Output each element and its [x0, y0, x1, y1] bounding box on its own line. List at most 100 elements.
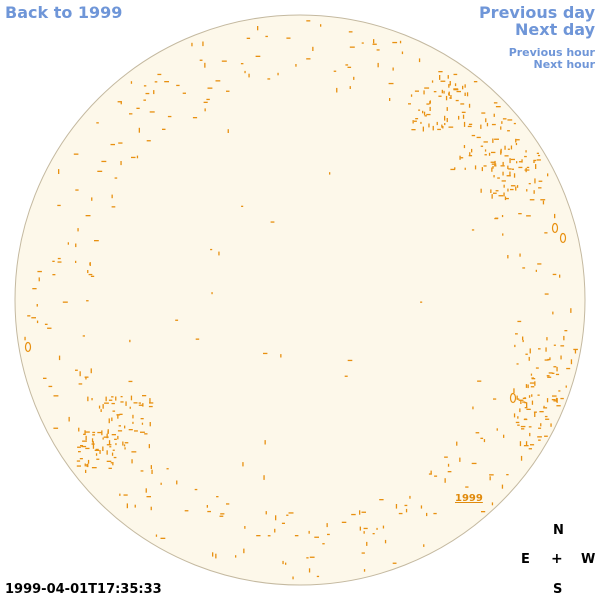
- feature-mark: [270, 221, 275, 223]
- feature-mark: [511, 168, 514, 170]
- feature-mark: [537, 394, 540, 396]
- feature-mark: [76, 465, 81, 467]
- feature-mark: [306, 20, 311, 22]
- year-link[interactable]: 1999: [455, 493, 483, 504]
- feature-mark: [528, 356, 530, 361]
- feature-mark: [458, 115, 460, 120]
- feature-mark: [36, 304, 38, 307]
- feature-mark: [554, 213, 556, 219]
- feature-mark: [517, 320, 522, 323]
- feature-mark: [460, 157, 464, 159]
- feature-mark: [493, 113, 495, 117]
- feature-mark: [493, 175, 495, 178]
- feature-mark: [526, 402, 528, 408]
- feature-mark: [89, 262, 91, 265]
- feature-mark: [129, 406, 131, 409]
- feature-mark: [195, 338, 200, 340]
- feature-mark: [546, 375, 550, 377]
- feature-mark: [52, 260, 55, 262]
- next-day-link[interactable]: Next day: [515, 20, 595, 39]
- feature-mark: [545, 418, 550, 420]
- feature-mark: [52, 274, 56, 276]
- feature-mark: [544, 293, 549, 295]
- feature-mark: [143, 85, 147, 87]
- feature-mark: [423, 544, 425, 547]
- feature-mark: [37, 270, 42, 273]
- feature-mark: [535, 269, 537, 272]
- feature-mark: [556, 366, 558, 372]
- compass-west: W: [581, 552, 596, 567]
- feature-mark: [524, 407, 528, 409]
- feature-mark: [90, 368, 92, 374]
- feature-mark: [114, 177, 118, 179]
- feature-mark: [138, 127, 140, 133]
- feature-mark: [513, 122, 516, 125]
- feature-mark: [117, 435, 119, 440]
- feature-mark: [455, 99, 459, 102]
- feature-mark: [519, 408, 521, 413]
- feature-mark: [518, 161, 523, 163]
- feature-mark: [525, 167, 527, 173]
- feature-mark: [24, 336, 26, 341]
- feature-mark: [516, 139, 520, 141]
- feature-mark: [87, 396, 89, 402]
- back-to-year-link[interactable]: Back to 1999: [5, 3, 123, 22]
- feature-mark: [501, 121, 503, 124]
- feature-mark: [460, 103, 465, 105]
- feature-mark: [361, 511, 366, 513]
- feature-mark: [202, 41, 204, 47]
- feature-mark: [502, 118, 507, 120]
- feature-mark: [275, 515, 277, 521]
- feature-mark: [481, 167, 483, 172]
- feature-mark: [423, 111, 426, 116]
- feature-mark: [244, 526, 246, 529]
- feature-mark: [548, 372, 553, 374]
- feature-mark: [175, 319, 179, 321]
- previous-day-link[interactable]: Previous day: [478, 3, 595, 22]
- feature-mark: [514, 344, 516, 348]
- next-hour-link[interactable]: Next hour: [533, 58, 596, 71]
- feature-mark: [524, 169, 530, 171]
- feature-mark: [322, 543, 325, 545]
- feature-mark: [523, 445, 529, 447]
- feature-ring: [509, 392, 517, 404]
- feature-mark: [515, 421, 520, 424]
- feature-mark: [136, 107, 140, 109]
- feature-mark: [97, 431, 102, 434]
- feature-mark: [361, 42, 364, 44]
- previous-hour-link[interactable]: Previous hour: [508, 46, 595, 59]
- feature-mark: [102, 446, 104, 451]
- feature-mark: [404, 504, 408, 507]
- feature-mark: [429, 106, 431, 111]
- feature-mark: [507, 188, 509, 192]
- feature-mark: [515, 333, 518, 335]
- feature-mark: [326, 523, 328, 528]
- feature-mark: [484, 149, 487, 152]
- feature-mark: [503, 434, 505, 438]
- feature-mark: [184, 510, 189, 512]
- feature-mark: [377, 62, 379, 68]
- feature-mark: [85, 431, 90, 433]
- feature-mark: [92, 431, 96, 434]
- feature-mark: [504, 145, 506, 150]
- feature-mark: [82, 440, 87, 442]
- feature-mark: [242, 462, 244, 467]
- feature-mark: [443, 90, 445, 94]
- feature-mark: [106, 433, 108, 439]
- feature-mark: [91, 197, 93, 201]
- feature-mark: [87, 463, 89, 468]
- feature-mark: [149, 402, 154, 404]
- feature-mark: [556, 405, 561, 407]
- feature-mark: [285, 562, 287, 565]
- feature-mark: [468, 123, 473, 125]
- feature-mark: [226, 503, 230, 505]
- feature-mark: [53, 395, 59, 397]
- feature-mark: [552, 311, 554, 315]
- feature-mark: [111, 402, 115, 405]
- feature-mark: [449, 97, 452, 99]
- feature-mark: [437, 128, 441, 131]
- feature-mark: [146, 496, 151, 498]
- feature-mark: [91, 398, 93, 401]
- feature-mark: [516, 398, 520, 400]
- feature-mark: [517, 416, 519, 419]
